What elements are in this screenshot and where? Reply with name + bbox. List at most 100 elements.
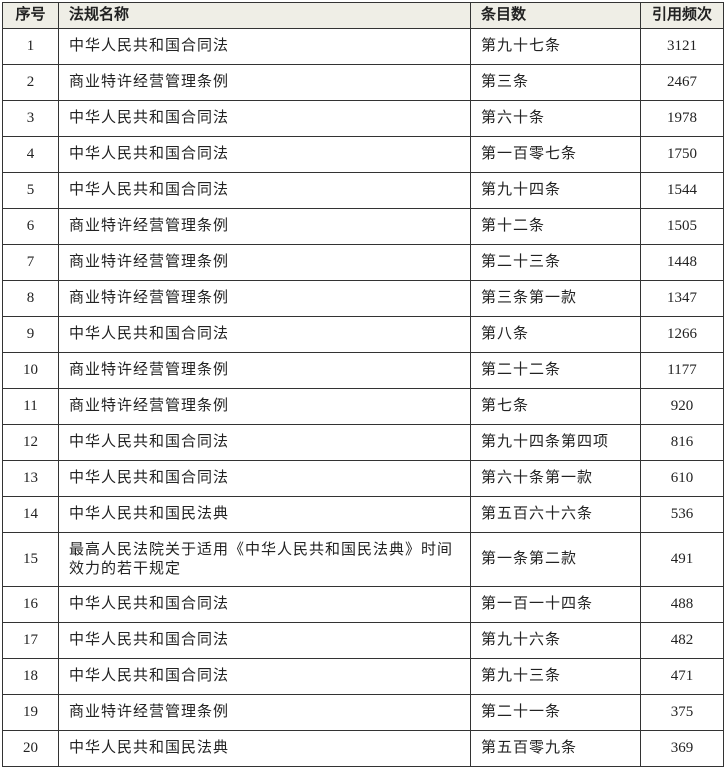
article: 第九十四条 [470,172,641,209]
frequency: 1266 [640,316,724,353]
table-row: 9 中华人民共和国合同法 第八条 1266 [2,316,724,353]
article: 第五百六十六条 [470,496,641,533]
article: 第一条第二款 [470,532,641,587]
table-row: 2 商业特许经营管理条例 第三条 2467 [2,64,724,101]
law-name: 中华人民共和国合同法 [58,460,471,497]
article: 第九十六条 [470,622,641,659]
article: 第八条 [470,316,641,353]
article: 第一百一十四条 [470,586,641,623]
article: 第六十条第一款 [470,460,641,497]
article: 第三条 [470,64,641,101]
frequency: 1544 [640,172,724,209]
header-index: 序号 [2,2,59,29]
frequency: 1448 [640,244,724,281]
article: 第九十三条 [470,658,641,695]
table-row: 19 商业特许经营管理条例 第二十一条 375 [2,694,724,731]
law-name: 中华人民共和国合同法 [58,28,471,65]
frequency: 2467 [640,64,724,101]
frequency: 1750 [640,136,724,173]
table-row: 8 商业特许经营管理条例 第三条第一款 1347 [2,280,724,317]
article: 第七条 [470,388,641,425]
table-row: 12 中华人民共和国合同法 第九十四条第四项 816 [2,424,724,461]
law-name: 中华人民共和国合同法 [58,172,471,209]
law-name: 中华人民共和国合同法 [58,586,471,623]
law-name: 商业特许经营管理条例 [58,694,471,731]
article: 第九十七条 [470,28,641,65]
frequency: 491 [640,532,724,587]
row-index: 17 [2,622,59,659]
frequency: 610 [640,460,724,497]
law-name: 中华人民共和国合同法 [58,622,471,659]
article: 第三条第一款 [470,280,641,317]
law-name: 中华人民共和国合同法 [58,136,471,173]
header-article: 条目数 [470,2,641,29]
law-name: 中华人民共和国合同法 [58,424,471,461]
frequency: 1177 [640,352,724,389]
table-row: 6 商业特许经营管理条例 第十二条 1505 [2,208,724,245]
frequency: 1347 [640,280,724,317]
article: 第一百零七条 [470,136,641,173]
frequency: 816 [640,424,724,461]
header-law-name: 法规名称 [58,2,471,29]
row-index: 10 [2,352,59,389]
law-name: 中华人民共和国合同法 [58,100,471,137]
frequency: 1505 [640,208,724,245]
article: 第六十条 [470,100,641,137]
article: 第九十四条第四项 [470,424,641,461]
law-name: 中华人民共和国合同法 [58,316,471,353]
table-row: 11 商业特许经营管理条例 第七条 920 [2,388,724,425]
row-index: 18 [2,658,59,695]
frequency: 920 [640,388,724,425]
table-row: 1 中华人民共和国合同法 第九十七条 3121 [2,28,724,65]
row-index: 19 [2,694,59,731]
article: 第十二条 [470,208,641,245]
law-name: 商业特许经营管理条例 [58,244,471,281]
row-index: 4 [2,136,59,173]
frequency: 471 [640,658,724,695]
law-name: 商业特许经营管理条例 [58,208,471,245]
law-name: 中华人民共和国民法典 [58,496,471,533]
row-index: 6 [2,208,59,245]
header-row: 序号 法规名称 条目数 引用频次 [2,2,724,29]
law-name: 商业特许经营管理条例 [58,64,471,101]
row-index: 16 [2,586,59,623]
frequency: 482 [640,622,724,659]
row-index: 15 [2,532,59,587]
frequency: 536 [640,496,724,533]
row-index: 11 [2,388,59,425]
table-row: 5 中华人民共和国合同法 第九十四条 1544 [2,172,724,209]
frequency: 369 [640,730,724,767]
row-index: 2 [2,64,59,101]
article: 第二十一条 [470,694,641,731]
article: 第二十三条 [470,244,641,281]
article: 第二十二条 [470,352,641,389]
table-row: 4 中华人民共和国合同法 第一百零七条 1750 [2,136,724,173]
law-name: 商业特许经营管理条例 [58,280,471,317]
table-row: 7 商业特许经营管理条例 第二十三条 1448 [2,244,724,281]
table-row: 10 商业特许经营管理条例 第二十二条 1177 [2,352,724,389]
table-row: 13 中华人民共和国合同法 第六十条第一款 610 [2,460,724,497]
row-index: 8 [2,280,59,317]
table-row: 3 中华人民共和国合同法 第六十条 1978 [2,100,724,137]
row-index: 20 [2,730,59,767]
row-index: 14 [2,496,59,533]
table-row: 16 中华人民共和国合同法 第一百一十四条 488 [2,586,724,623]
table-row: 18 中华人民共和国合同法 第九十三条 471 [2,658,724,695]
row-index: 12 [2,424,59,461]
table-row: 15 最高人民法院关于适用《中华人民共和国民法典》时间效力的若干规定 第一条第二款 4… [2,532,724,587]
table-row: 14 中华人民共和国民法典 第五百六十六条 536 [2,496,724,533]
row-index: 9 [2,316,59,353]
row-index: 13 [2,460,59,497]
law-name: 最高人民法院关于适用《中华人民共和国民法典》时间效力的若干规定 [58,532,471,587]
table-row: 17 中华人民共和国合同法 第九十六条 482 [2,622,724,659]
article: 第五百零九条 [470,730,641,767]
law-name: 中华人民共和国民法典 [58,730,471,767]
frequency: 488 [640,586,724,623]
law-name: 商业特许经营管理条例 [58,352,471,389]
table-row: 20 中华人民共和国民法典 第五百零九条 369 [2,730,724,767]
frequency: 3121 [640,28,724,65]
frequency: 375 [640,694,724,731]
row-index: 3 [2,100,59,137]
header-frequency: 引用频次 [640,2,724,29]
